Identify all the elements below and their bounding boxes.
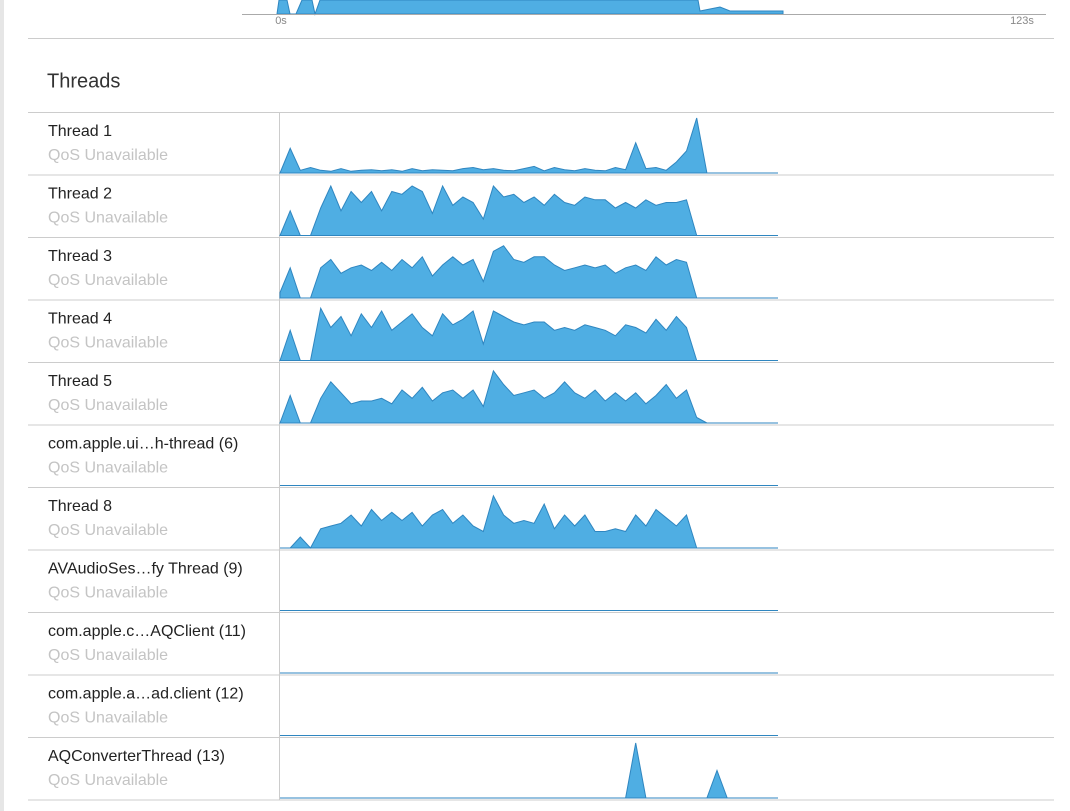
timeline-start: 0s (275, 15, 287, 27)
thread-name: Thread 1 (48, 123, 112, 140)
thread-name: AQConverterThread (13) (48, 748, 225, 765)
thread-qos: QoS Unavailable (48, 522, 168, 539)
thread-name: AVAudioSes…fy Thread (9) (48, 561, 243, 578)
thread-qos: QoS Unavailable (48, 772, 168, 789)
activity-area (280, 742, 778, 799)
thread-qos: QoS Unavailable (48, 585, 168, 602)
thread-name: Thread 4 (48, 311, 112, 328)
section-title: Threads (47, 70, 120, 92)
thread-qos: QoS Unavailable (48, 397, 168, 414)
thread-qos: QoS Unavailable (48, 210, 168, 227)
thread-qos: QoS Unavailable (48, 147, 168, 164)
thread-qos: QoS Unavailable (48, 647, 168, 664)
thread-qos: QoS Unavailable (48, 710, 168, 727)
activity-area (279, 306, 778, 361)
thread-name: Thread 3 (48, 248, 112, 265)
thread-name: Thread 8 (48, 498, 112, 515)
activity-area (279, 184, 778, 236)
activity-area (279, 245, 778, 299)
thread-name: com.apple.ui…h-thread (6) (48, 436, 238, 453)
thread-name: Thread 5 (48, 373, 112, 390)
thread-qos: QoS Unavailable (48, 335, 168, 352)
thread-name: com.apple.c…AQClient (11) (48, 623, 246, 640)
thread-qos: QoS Unavailable (48, 460, 168, 477)
thread-qos: QoS Unavailable (48, 272, 168, 289)
timeline-area (276, 0, 784, 16)
thread-name: com.apple.a…ad.client (12) (48, 686, 244, 703)
activity-area (279, 117, 778, 174)
timeline-end: 123s (1010, 15, 1034, 27)
activity-area (280, 494, 778, 549)
thread-name: Thread 2 (48, 186, 112, 203)
activity-area (279, 369, 778, 424)
left-edge (0, 0, 4, 811)
